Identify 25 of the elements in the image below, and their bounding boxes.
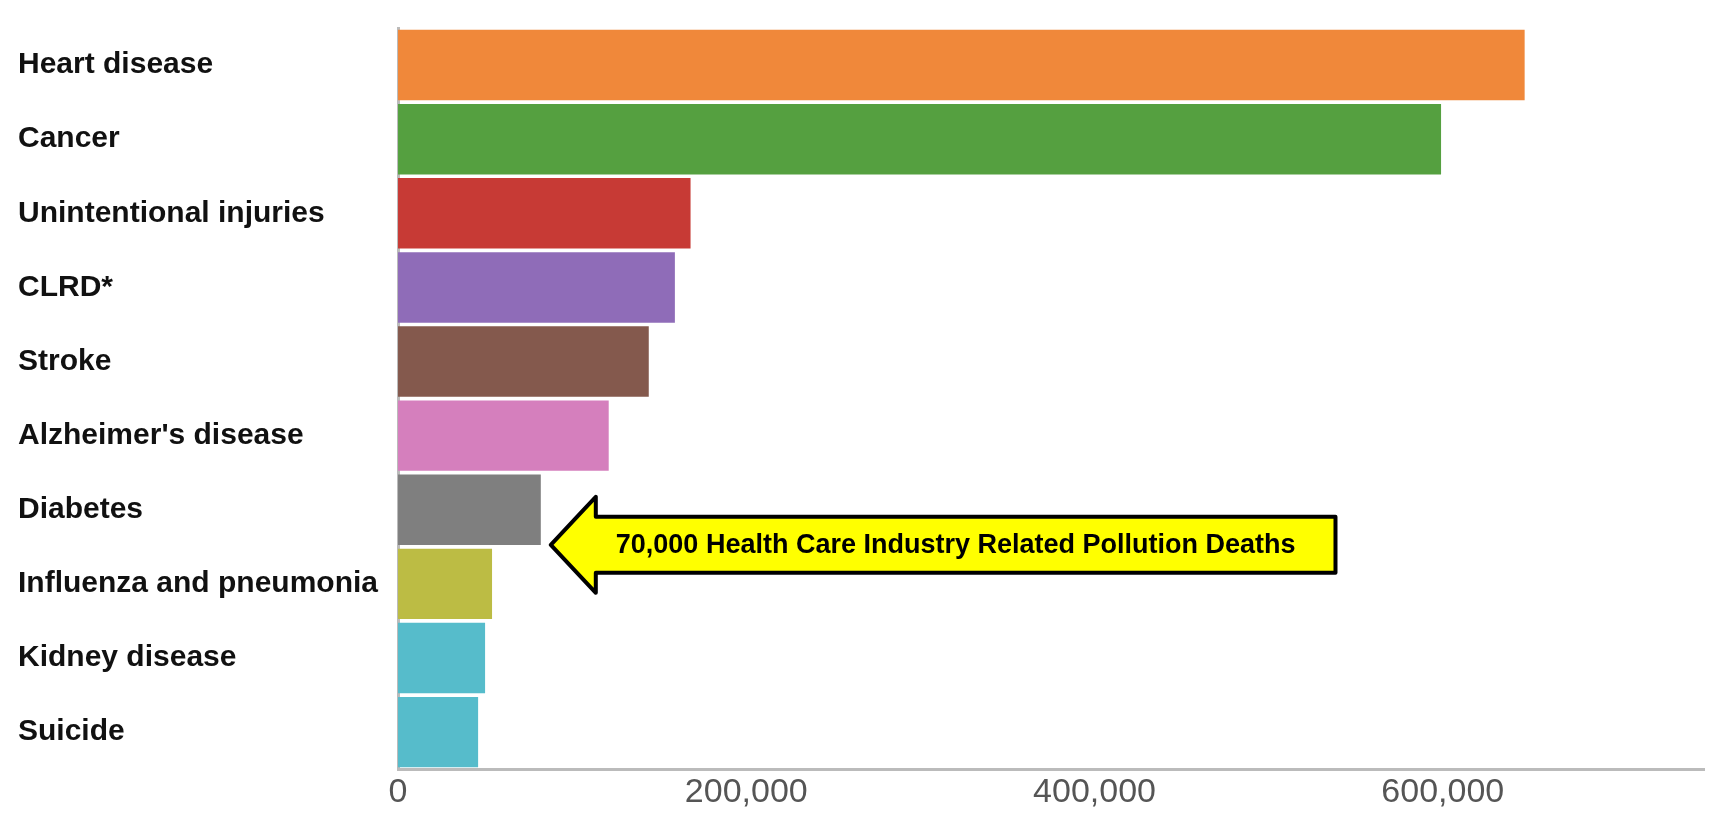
y-tick-label: Alzheimer's disease <box>18 416 304 450</box>
annotation: 70,000 Health Care Industry Related Pollution Deaths <box>615 529 1296 560</box>
y-tick-label: Stroke <box>18 342 112 376</box>
y-tick-label: Unintentional injuries <box>18 194 325 228</box>
y-tick-label: Cancer <box>18 120 121 154</box>
bar <box>398 29 1525 101</box>
bar <box>398 178 691 249</box>
x-tick-label: 600,000 <box>1381 770 1505 809</box>
x-tick-label: 200,000 <box>684 770 808 809</box>
bar <box>398 400 609 471</box>
y-tick-label: CLRD* <box>18 268 114 302</box>
bar <box>398 474 541 545</box>
bar <box>398 103 1442 175</box>
y-tick-label: Heart disease <box>18 46 214 80</box>
y-tick-label: Kidney disease <box>18 639 237 673</box>
bar <box>398 696 479 768</box>
y-tick-label: Influenza and pneumonia <box>18 565 379 599</box>
x-tick-label: 400,000 <box>1033 770 1156 809</box>
bar <box>398 252 675 323</box>
y-tick-label: Suicide <box>18 713 125 747</box>
bar <box>398 622 486 694</box>
x-tick-label: 0 <box>388 770 408 809</box>
y-tick-label: Diabetes <box>18 491 144 525</box>
bar <box>398 548 493 620</box>
bar <box>398 326 649 397</box>
